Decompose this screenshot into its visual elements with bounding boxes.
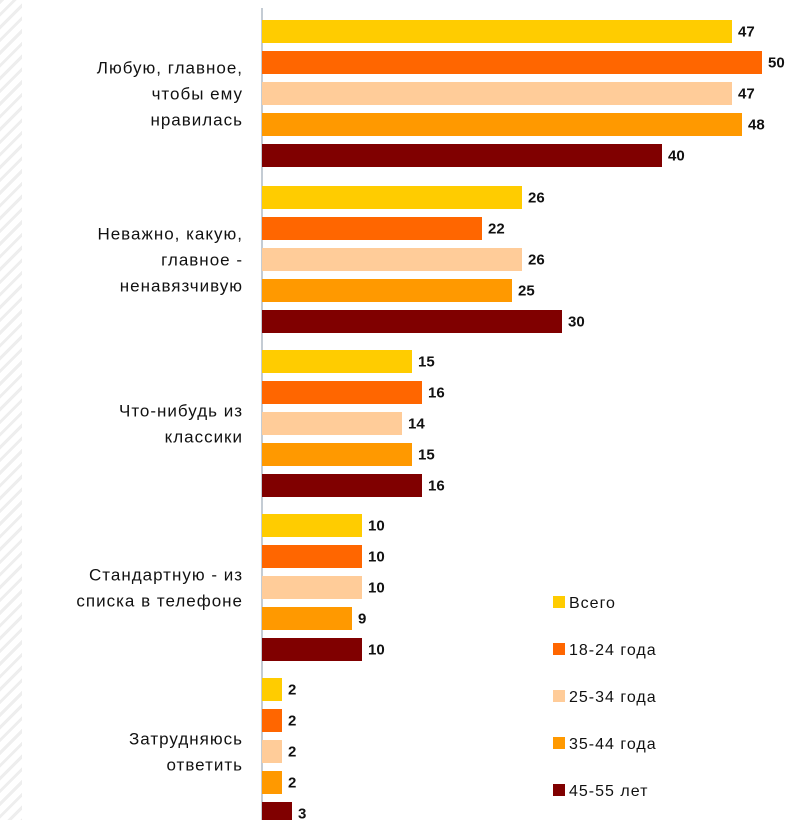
bar bbox=[262, 709, 282, 732]
data-label: 2 bbox=[288, 744, 296, 761]
legend-label: Всего bbox=[569, 595, 616, 612]
bar bbox=[262, 443, 412, 466]
category-label-line: чтобы ему bbox=[152, 85, 243, 104]
data-label: 3 bbox=[298, 806, 306, 820]
data-label: 10 bbox=[368, 518, 385, 535]
data-label: 10 bbox=[368, 549, 385, 566]
category-label-line: главное - bbox=[161, 251, 243, 270]
category-label-line: нравилась bbox=[150, 111, 243, 130]
bar bbox=[262, 638, 362, 661]
category-label-line: Неважно, какую, bbox=[97, 225, 243, 244]
data-label: 40 bbox=[668, 148, 685, 165]
bar bbox=[262, 113, 742, 136]
category-label: Затрудняюсь ответить bbox=[129, 730, 243, 775]
data-label: 26 bbox=[528, 252, 545, 269]
category-label-line: ненавязчивую bbox=[120, 277, 243, 296]
legend-swatch bbox=[553, 643, 565, 655]
data-label: 15 bbox=[418, 354, 435, 371]
data-label: 30 bbox=[568, 314, 585, 331]
data-label: 22 bbox=[488, 221, 505, 238]
category-label-line: Стандартную - из bbox=[89, 566, 243, 585]
bar bbox=[262, 279, 512, 302]
data-label: 25 bbox=[518, 283, 535, 300]
data-label: 2 bbox=[288, 682, 296, 699]
legend-label: 35-44 года bbox=[569, 736, 657, 753]
bar bbox=[262, 474, 422, 497]
bar bbox=[262, 412, 402, 435]
data-label: 9 bbox=[358, 611, 366, 628]
category-label-line: классики bbox=[165, 428, 243, 447]
category-label-line: ответить bbox=[166, 756, 243, 775]
data-label: 15 bbox=[418, 447, 435, 464]
bar bbox=[262, 82, 732, 105]
decorative-border bbox=[0, 0, 22, 820]
data-label: 50 bbox=[768, 55, 785, 72]
bar bbox=[262, 678, 282, 701]
category-label: Неважно, какую, главное - ненавязчивую bbox=[97, 225, 243, 296]
data-label: 48 bbox=[748, 117, 765, 134]
data-label: 10 bbox=[368, 580, 385, 597]
legend-swatch bbox=[553, 784, 565, 796]
bar bbox=[262, 740, 282, 763]
data-label: 2 bbox=[288, 713, 296, 730]
legend-swatch bbox=[553, 690, 565, 702]
data-label: 10 bbox=[368, 642, 385, 659]
data-label: 47 bbox=[738, 24, 755, 41]
category-label-line: Любую, главное, bbox=[97, 59, 243, 78]
bar bbox=[262, 248, 522, 271]
bar bbox=[262, 771, 282, 794]
data-label: 47 bbox=[738, 86, 755, 103]
data-label: 16 bbox=[428, 478, 445, 495]
data-label: 26 bbox=[528, 190, 545, 207]
bar bbox=[262, 802, 292, 820]
legend-label: 18-24 года bbox=[569, 642, 657, 659]
bar bbox=[262, 381, 422, 404]
bar bbox=[262, 514, 362, 537]
category-label-line: списка в телефоне bbox=[76, 592, 243, 611]
category-label-line: Затрудняюсь bbox=[129, 730, 243, 749]
bar bbox=[262, 310, 562, 333]
bar bbox=[262, 144, 662, 167]
data-label: 14 bbox=[408, 416, 425, 433]
category-label: Любую, главное, чтобы ему нравилась bbox=[97, 59, 243, 130]
category-label: Что-нибудь из классики bbox=[119, 402, 243, 447]
data-label: 16 bbox=[428, 385, 445, 402]
legend-label: 45-55 лет bbox=[569, 783, 648, 800]
data-label: 2 bbox=[288, 775, 296, 792]
category-label-line: Что-нибудь из bbox=[119, 402, 243, 421]
bar bbox=[262, 20, 732, 43]
bar bbox=[262, 545, 362, 568]
bar bbox=[262, 186, 522, 209]
legend-swatch bbox=[553, 737, 565, 749]
bar bbox=[262, 217, 482, 240]
legend-swatch bbox=[553, 596, 565, 608]
category-label: Стандартную - из списка в телефоне bbox=[76, 566, 243, 611]
legend-label: 25-34 года bbox=[569, 689, 657, 706]
bar bbox=[262, 576, 362, 599]
bar bbox=[262, 51, 762, 74]
bar bbox=[262, 607, 352, 630]
bar bbox=[262, 350, 412, 373]
